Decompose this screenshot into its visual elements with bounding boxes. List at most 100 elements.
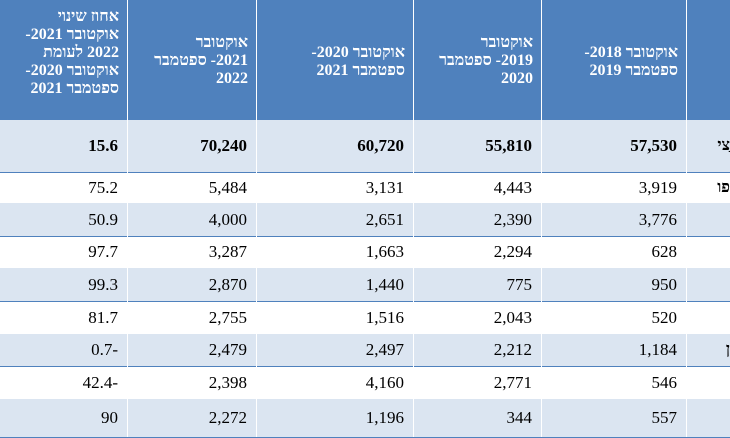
- cell-value: 57,530: [630, 136, 677, 155]
- cell-value: 0.7-: [91, 340, 118, 359]
- table-cell: 520: [541, 301, 686, 334]
- table-cell: 5,484: [127, 173, 256, 203]
- table-cell: 1,516: [256, 301, 413, 334]
- table-cell: 557: [541, 399, 686, 437]
- cell-value: 70,240: [200, 136, 247, 155]
- table-cell: 3,131: [256, 173, 413, 203]
- table-cell: 3,776: [541, 203, 686, 236]
- table-row: 99.3 2,870 1,440 775 950: [0, 268, 730, 302]
- cell-value: 4,000: [208, 209, 247, 229]
- table-cell: 60,720: [256, 120, 413, 172]
- row-label: ַצי: [717, 137, 730, 154]
- row-label: [686, 366, 730, 399]
- table-cell: 4,160: [256, 366, 413, 399]
- cell-value: 1,516: [365, 307, 404, 327]
- table-row: 90 2,272 1,196 344 557: [0, 399, 730, 438]
- table-cell: 2,294: [413, 236, 541, 268]
- table-cell: 90: [0, 399, 127, 437]
- cell-value: 2,755: [208, 307, 247, 327]
- table-row: 75.2 5,484 3,131 4,443 3,919 פו: [0, 173, 730, 204]
- cell-value: 4,443: [493, 178, 532, 197]
- table-cell: 2,651: [256, 203, 413, 236]
- header-2018-2019: אוקטובר 2018- ספטמבר 2019: [584, 44, 678, 79]
- table-cell: 50.9: [0, 203, 127, 236]
- table-cell: 1,184: [541, 334, 686, 366]
- table-cell: 2,755: [127, 301, 256, 334]
- cell-value: 60,720: [357, 136, 404, 155]
- table-cell: 70,240: [127, 120, 256, 172]
- table-cell: 2,479: [127, 334, 256, 366]
- table-row: 81.7 2,755 1,516 2,043 520: [0, 301, 730, 335]
- table-cell: 3,287: [127, 236, 256, 268]
- cell-value: 2,272: [208, 408, 247, 427]
- cell-value: 557: [651, 408, 678, 427]
- table-cell: 2,870: [127, 268, 256, 301]
- row-label: [686, 203, 730, 236]
- cell-value: 42.4-: [82, 372, 118, 392]
- cell-value: 546: [651, 372, 678, 392]
- table-header: אחוז שינוי אוקטובר 2021- 2022 לעומת אוקט…: [0, 0, 730, 120]
- row-label: [686, 236, 730, 268]
- cell-value: 2,043: [493, 307, 532, 327]
- column-divider: [256, 0, 257, 437]
- column-divider: [686, 0, 687, 437]
- cell-value: 3,131: [365, 178, 404, 197]
- table-cell: 4,000: [127, 203, 256, 236]
- table-row: 0.7- 2,479 2,497 2,212 1,184 ן: [0, 334, 730, 367]
- table-cell: 42.4-: [0, 366, 127, 399]
- cell-value: 2,479: [208, 340, 247, 359]
- table-cell: 1,196: [256, 399, 413, 437]
- column-divider: [127, 0, 128, 437]
- table-cell: 2,497: [256, 334, 413, 366]
- table-row: 50.9 4,000 2,651 2,390 3,776: [0, 203, 730, 237]
- table-row-total: 15.6 70,240 60,720 55,810 57,530ַצי: [0, 120, 730, 173]
- table-cell: 2,043: [413, 301, 541, 334]
- cell-value: 520: [651, 307, 678, 327]
- table-cell: 2,398: [127, 366, 256, 399]
- cell-value: 2,771: [493, 372, 532, 392]
- cell-value: 950: [651, 274, 678, 294]
- header-2021-2022: אוקטובר 2021- ספטמבר 2022: [154, 34, 248, 87]
- table-cell: 628: [541, 236, 686, 268]
- cell-value: 2,651: [365, 209, 404, 229]
- cell-value: 15.6: [88, 136, 118, 155]
- cell-value: 1,184: [638, 340, 677, 359]
- table-cell: 55,810: [413, 120, 541, 172]
- cell-value: 55,810: [485, 136, 532, 155]
- cell-value: 775: [506, 274, 533, 294]
- cell-value: 1,440: [365, 274, 404, 294]
- table-cell: 4,443: [413, 173, 541, 203]
- table-cell: 3,919: [541, 173, 686, 203]
- table-cell: 2,272: [127, 399, 256, 437]
- table-cell: 0.7-: [0, 334, 127, 366]
- table-row: 42.4- 2,398 4,160 2,771 546: [0, 366, 730, 400]
- table-cell: 344: [413, 399, 541, 437]
- table-cell: 57,530: [541, 120, 686, 172]
- cell-value: 5,484: [208, 178, 247, 197]
- cell-value: 75.2: [88, 178, 118, 197]
- table-cell: 75.2: [0, 173, 127, 203]
- table-cell: 1,440: [256, 268, 413, 301]
- table-cell: 1,663: [256, 236, 413, 268]
- table-cell: 15.6: [0, 120, 127, 172]
- table-cell: 81.7: [0, 301, 127, 334]
- table-cell: 2,771: [413, 366, 541, 399]
- cell-value: 50.9: [88, 209, 118, 229]
- cell-value: 628: [651, 242, 678, 261]
- table-cell: 950: [541, 268, 686, 301]
- cell-value: 3,919: [638, 178, 677, 197]
- cell-value: 1,663: [365, 242, 404, 261]
- cell-value: 2,398: [208, 372, 247, 392]
- header-2019-2020: אוקטובר 2019- ספטמבר 2020: [439, 34, 533, 87]
- table-row: 97.7 3,287 1,663 2,294 628: [0, 236, 730, 269]
- cell-value: 3,776: [638, 209, 677, 229]
- cell-value: 81.7: [88, 307, 118, 327]
- table-cell: 99.3: [0, 268, 127, 301]
- table-cell: 546: [541, 366, 686, 399]
- cell-value: 2,294: [493, 242, 532, 261]
- column-divider: [413, 0, 414, 437]
- cell-value: 90: [101, 408, 118, 427]
- cell-value: 2,212: [493, 340, 532, 359]
- header-change-percent: אחוז שינוי אוקטובר 2021- 2022 לעומת אוקט…: [25, 8, 119, 97]
